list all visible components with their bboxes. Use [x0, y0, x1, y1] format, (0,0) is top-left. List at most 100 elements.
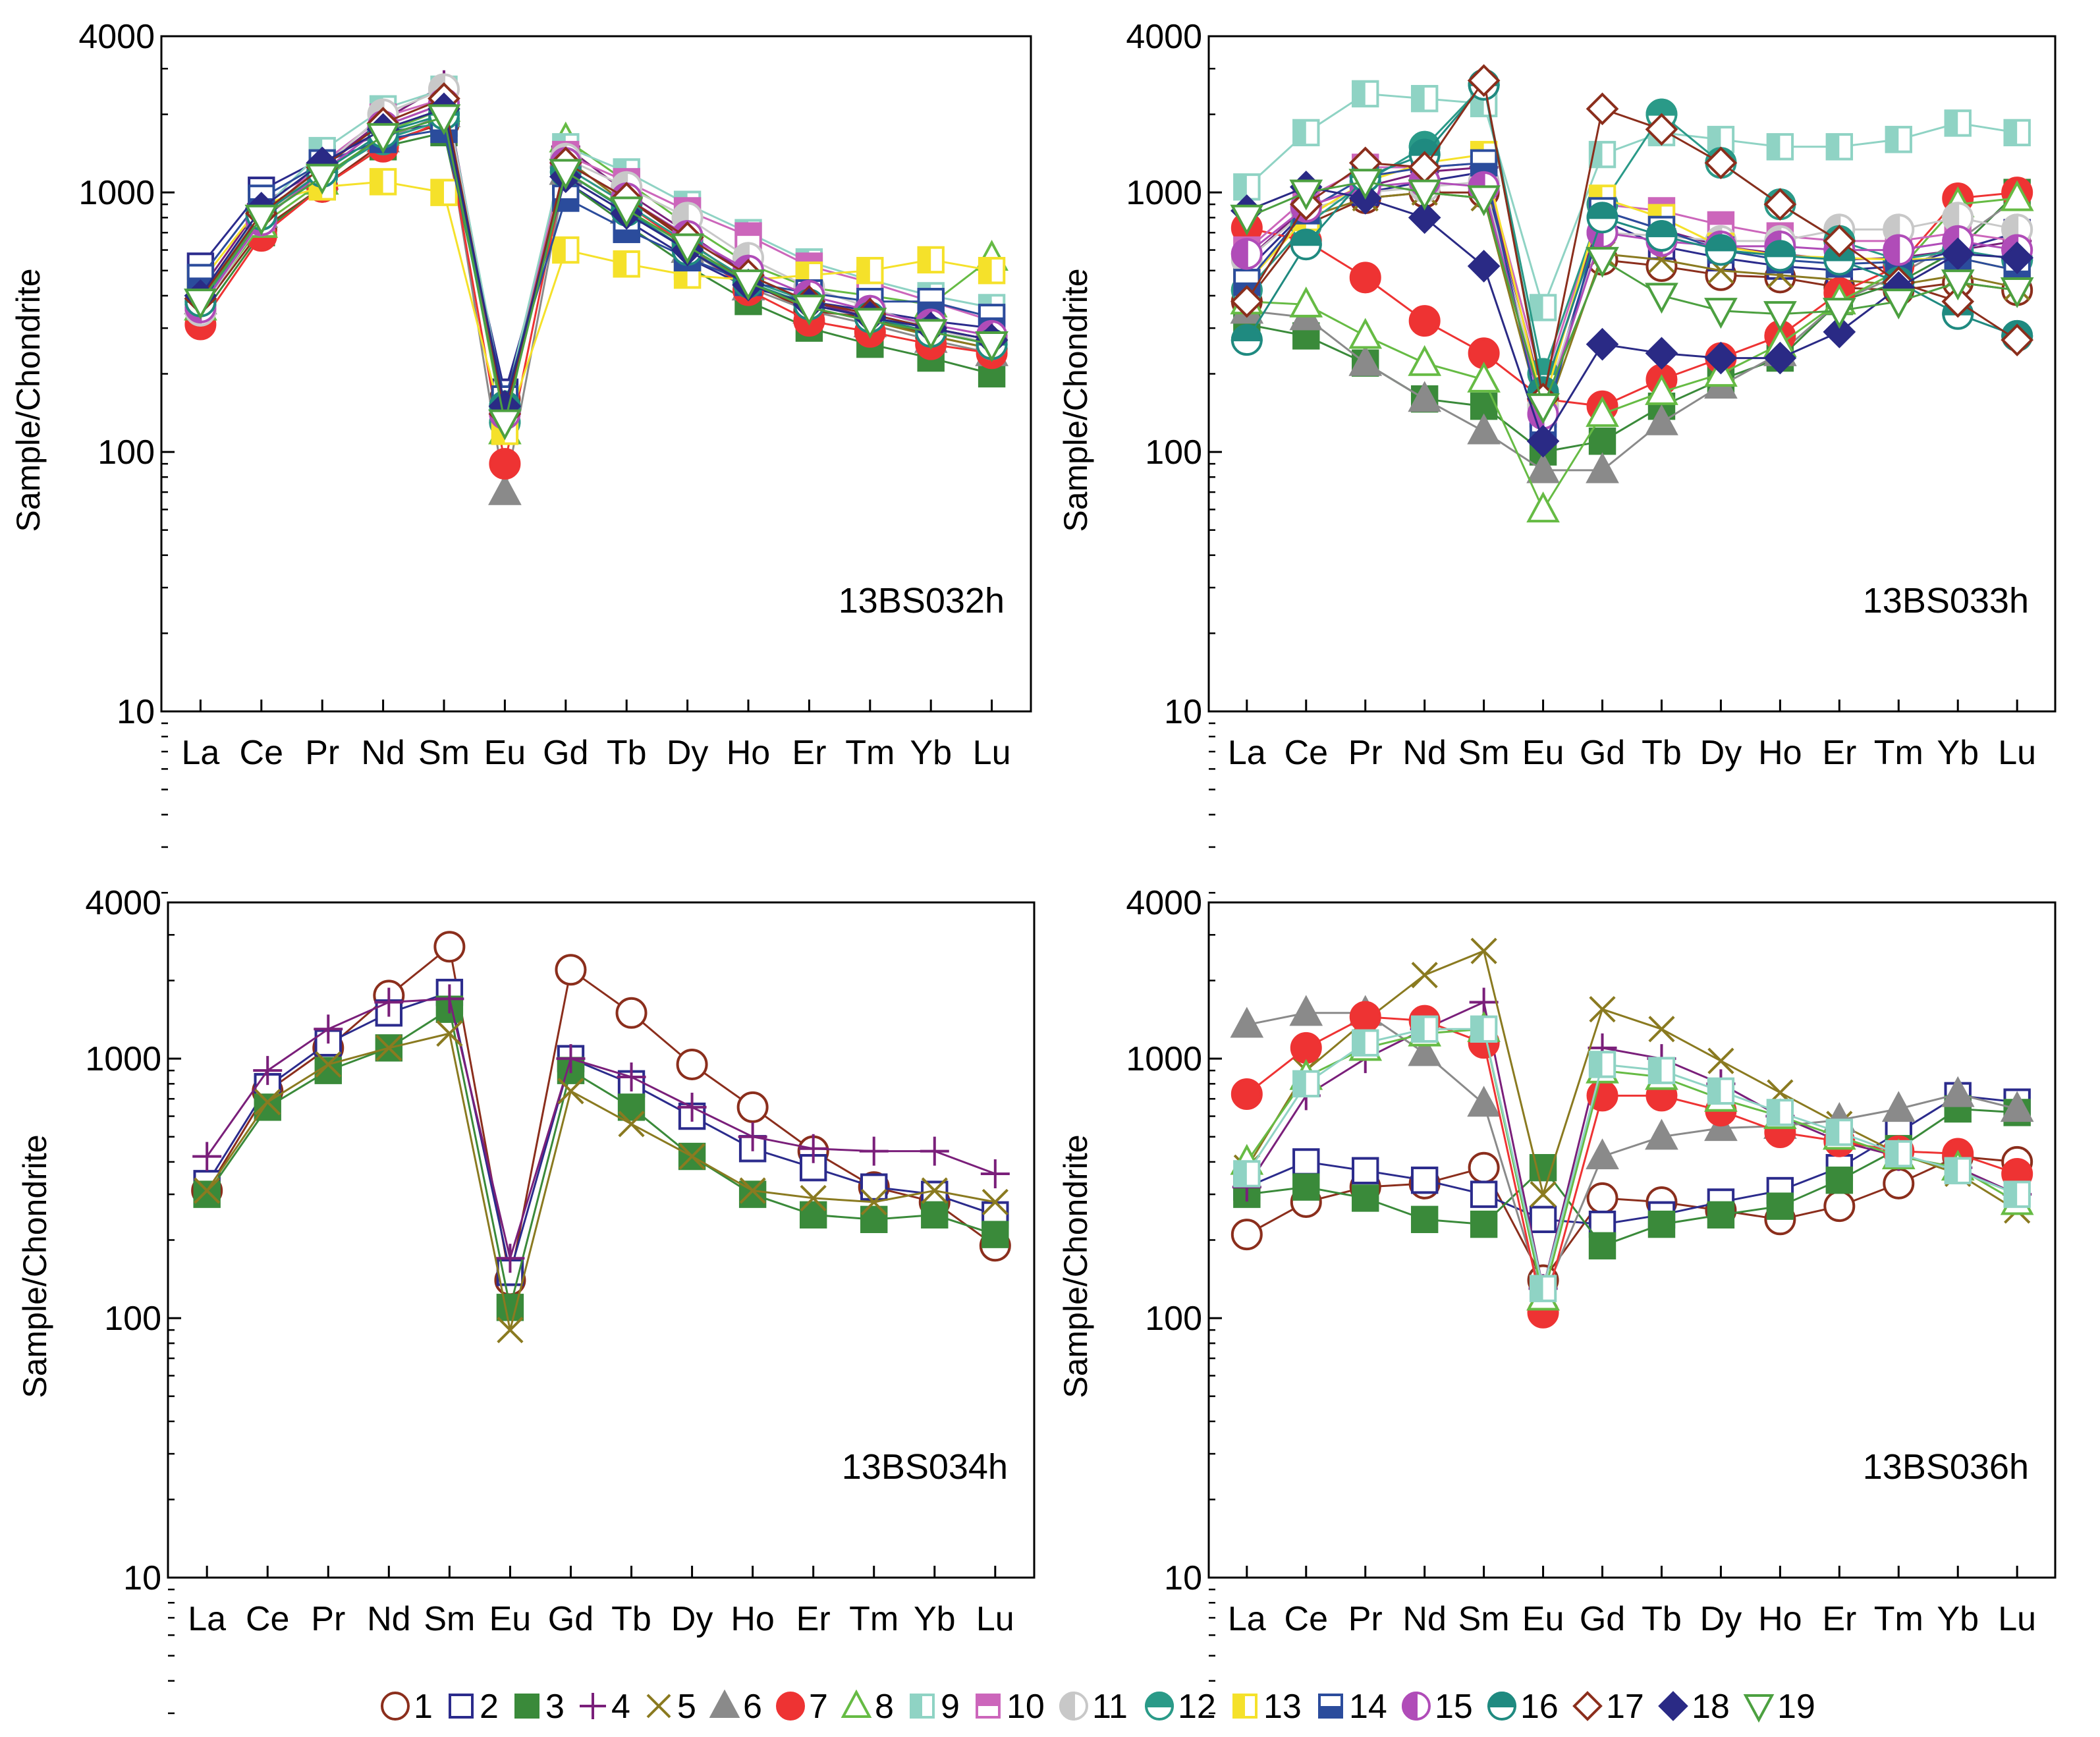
x-tick-label-Pr: Pr	[1348, 1600, 1383, 1638]
legend-item-13: 13	[1232, 1688, 1302, 1726]
data-point	[1705, 234, 1737, 266]
x-tick-label-Er: Er	[792, 734, 826, 772]
series-1	[1230, 177, 2033, 422]
data-point	[1470, 1210, 1498, 1238]
data-point	[1825, 133, 1854, 161]
data-point	[921, 1201, 949, 1229]
data-point	[1292, 1173, 1320, 1201]
x-tick-label-Ce: Ce	[1285, 1600, 1328, 1638]
y-tick-label: 10	[1164, 693, 1202, 731]
legend-item-6: 6	[709, 1688, 762, 1726]
y-axis-title: Sample/Chondrite	[1057, 1134, 1094, 1398]
x-tick-label-Gd: Gd	[548, 1600, 594, 1638]
data-point	[1410, 1167, 1439, 1194]
data-point	[1408, 179, 1442, 211]
panel-label: 13BS033h	[1863, 581, 2029, 620]
data-point	[1352, 80, 1379, 108]
data-point	[1292, 1148, 1320, 1176]
x-tick-label-Tm: Tm	[1874, 734, 1923, 772]
x-tick-label-Dy: Dy	[1700, 734, 1742, 772]
x-tick-label-Dy: Dy	[667, 734, 709, 772]
legend-marker-14	[1318, 1694, 1343, 1719]
data-point	[1941, 269, 1975, 301]
data-point	[615, 997, 648, 1029]
data-point	[1349, 262, 1381, 294]
legend-item-4: 4	[580, 1688, 630, 1726]
legend-marker-5	[646, 1694, 671, 1719]
data-point	[1586, 1138, 1619, 1170]
legend-label-14: 14	[1349, 1688, 1387, 1726]
data-point	[1586, 92, 1619, 126]
legend-marker-6	[709, 1689, 740, 1718]
data-point	[1589, 996, 1616, 1023]
legend-label-5: 5	[677, 1688, 696, 1726]
data-point	[671, 233, 704, 265]
legend-marker-1	[381, 1692, 410, 1721]
data-point	[920, 1136, 949, 1166]
legend-item-12: 12	[1144, 1688, 1216, 1726]
data-point	[1885, 1140, 1912, 1168]
chart-panel-13BS033h: 10 100 1000 4000 La Ce Pr Nd Sm Eu Gd Tb Dy Ho Er Tm Yb L…	[1057, 18, 2057, 894]
legend-label-16: 16	[1520, 1688, 1559, 1726]
data-point	[1823, 225, 1856, 258]
data-point	[374, 987, 404, 1017]
data-point	[1941, 1076, 1975, 1107]
legend-label-15: 15	[1435, 1688, 1473, 1726]
data-point	[375, 1034, 402, 1061]
legend-label-17: 17	[1606, 1688, 1644, 1726]
data-point	[1707, 1201, 1735, 1229]
data-point	[1825, 1167, 1854, 1194]
series-4	[186, 70, 1007, 429]
data-point	[1349, 1001, 1381, 1033]
x-tick-label-Er: Er	[1822, 734, 1856, 772]
data-point	[1645, 404, 1678, 435]
y-axis-title: Sample/Chondrite	[16, 1134, 53, 1398]
data-point	[1586, 202, 1618, 234]
legend-marker-2	[449, 1694, 474, 1719]
data-point	[1704, 341, 1738, 375]
x-tick-label-Eu: Eu	[1522, 734, 1564, 772]
data-point	[1230, 1078, 1263, 1111]
data-point	[1467, 64, 1501, 97]
data-point	[975, 331, 1009, 362]
data-point	[1586, 327, 1619, 361]
data-point	[1230, 1006, 1264, 1038]
data-point	[488, 474, 522, 505]
chart-panel-13BS032h: 10 100 1000 4000 La Ce Pr Nd Sm Eu Gd Tb Dy Ho Er Tm Yb L…	[10, 18, 1032, 894]
legend-marker-7	[776, 1692, 805, 1721]
x-tick-label-La: La	[181, 734, 219, 772]
legend-marker-19	[1743, 1694, 1775, 1723]
x-tick-label-Tb: Tb	[611, 1600, 651, 1638]
data-point	[1823, 316, 1856, 348]
data-point	[314, 1014, 343, 1044]
x-tick-label-Lu: Lu	[1998, 734, 2036, 772]
x-tick-label-Tm: Tm	[1874, 1600, 1923, 1638]
x-tick-label-Yb: Yb	[1937, 1600, 1979, 1638]
data-point	[1647, 1210, 1676, 1238]
data-point	[1881, 289, 1916, 319]
y-tick-label: 10	[117, 693, 155, 731]
panel-label: 13BS034h	[842, 1447, 1008, 1487]
data-point	[1470, 937, 1497, 964]
series-9	[186, 75, 1006, 420]
x-tick-label-Gd: Gd	[1580, 1600, 1625, 1638]
legend-item-14: 14	[1318, 1688, 1387, 1726]
data-point	[1944, 109, 1972, 137]
x-tick-label-Nd: Nd	[1402, 1600, 1446, 1638]
data-point	[1766, 133, 1794, 161]
y-tick-label: 100	[97, 433, 155, 472]
y-tick-label: 4000	[78, 18, 155, 56]
data-point	[798, 1134, 828, 1163]
data-point	[366, 123, 400, 154]
data-point	[1348, 317, 1383, 349]
data-point	[860, 1173, 888, 1201]
legend-item-16: 16	[1487, 1688, 1559, 1726]
data-point	[1467, 250, 1501, 283]
data-point	[253, 1056, 283, 1086]
legend-item-18: 18	[1658, 1688, 1730, 1726]
data-point	[1289, 179, 1323, 211]
data-point	[1352, 1157, 1379, 1184]
series-4	[192, 984, 1010, 1273]
data-point	[495, 1244, 525, 1273]
x-tick-label-Lu: Lu	[973, 734, 1011, 772]
